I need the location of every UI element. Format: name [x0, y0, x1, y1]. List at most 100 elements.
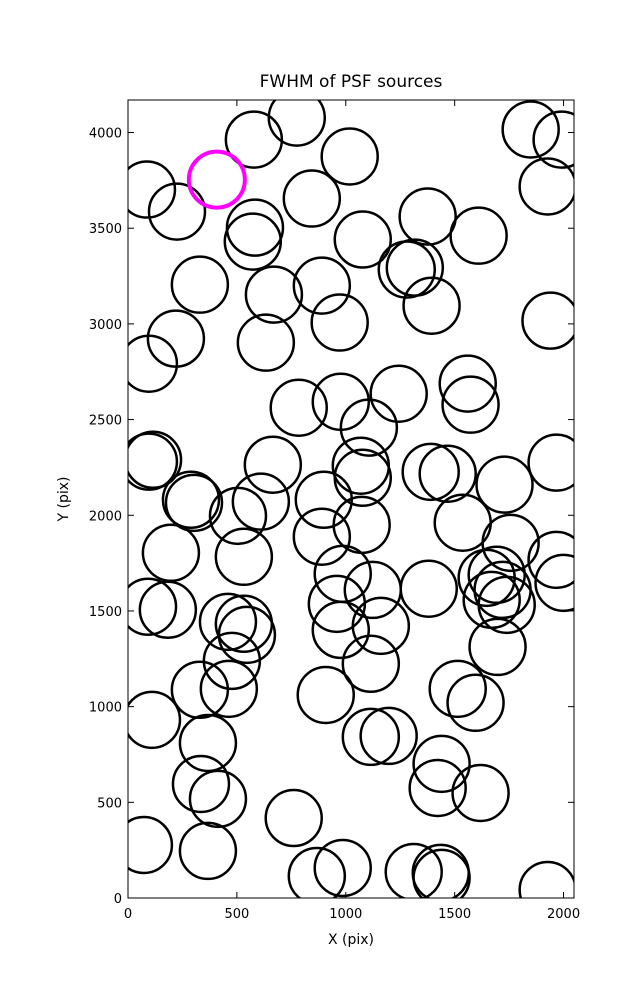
source-circle: [208, 486, 268, 546]
x-tick-label: 1500: [438, 907, 471, 922]
y-tick-label: 1500: [89, 605, 122, 620]
source-circle: [343, 560, 403, 620]
source-circle: [402, 276, 461, 335]
source-circle: [128, 577, 178, 636]
y-tick-label: 0: [114, 892, 122, 907]
source-circle: [128, 690, 182, 750]
source-circle: [412, 734, 471, 794]
x-tick-label: 500: [224, 907, 249, 922]
source-circle: [449, 206, 508, 265]
source-circle: [170, 660, 230, 720]
source-circle: [243, 435, 303, 494]
source-circle: [225, 198, 285, 257]
source-circle: [292, 507, 352, 566]
source-circle: [128, 430, 183, 490]
source-circle: [313, 838, 372, 898]
source-circle: [320, 127, 379, 186]
source-circle: [186, 149, 247, 210]
x-axis-label: X (pix): [328, 932, 374, 948]
source-circle: [398, 187, 457, 246]
source-circle: [214, 527, 274, 587]
source-circle: [441, 375, 500, 434]
x-tick-label: 2000: [547, 907, 580, 922]
source-circle: [138, 580, 198, 640]
source-circle: [501, 100, 560, 159]
source-circle: [399, 559, 458, 619]
y-tick-label: 500: [97, 796, 122, 811]
source-circle: [518, 860, 574, 898]
source-circle: [188, 769, 248, 829]
source-circle: [292, 256, 352, 315]
source-circle: [269, 378, 328, 437]
source-circle: [264, 788, 323, 848]
source-circle: [481, 513, 540, 573]
source-circle: [341, 707, 401, 767]
source-circle: [412, 848, 471, 898]
source-circle: [534, 553, 574, 613]
source-circle: [359, 706, 418, 766]
y-tick-label: 2000: [89, 509, 122, 524]
source-circle: [296, 665, 355, 725]
source-circle: [267, 100, 327, 147]
source-circle: [147, 182, 207, 241]
source-circle: [128, 334, 179, 393]
source-circle: [161, 470, 221, 530]
source-circle: [224, 110, 284, 169]
source-circle: [351, 596, 411, 656]
source-circle: [199, 659, 259, 719]
source-circle: [170, 255, 230, 314]
source-circle: [244, 265, 304, 324]
source-circle: [401, 442, 460, 502]
y-axis-label: Y (pix): [56, 477, 72, 523]
source-circle: [384, 842, 443, 898]
source-circle: [446, 673, 505, 733]
source-circle: [282, 169, 342, 228]
source-circle: [128, 160, 177, 219]
y-tick-label: 3500: [89, 222, 122, 237]
source-circle: [527, 433, 574, 492]
plot-marks: [128, 100, 574, 898]
source-circle: [178, 821, 238, 881]
source-circle: [418, 444, 477, 503]
source-circle: [164, 473, 224, 533]
source-circle: [178, 713, 238, 773]
source-circle: [198, 592, 258, 652]
source-circle: [310, 293, 369, 352]
chart-title: FWHM of PSF sources: [260, 72, 443, 92]
source-circle: [518, 157, 574, 216]
source-circle: [369, 364, 428, 423]
source-circle: [428, 659, 487, 719]
source-circle: [128, 815, 174, 875]
plot-frame: [127, 99, 575, 899]
source-circle: [477, 575, 536, 635]
source-circle: [307, 574, 367, 634]
source-circle: [141, 523, 201, 583]
source-circle: [311, 600, 371, 660]
y-tick-label: 4000: [89, 127, 122, 142]
source-circle: [475, 455, 534, 514]
source-circle: [468, 617, 527, 677]
source-circle: [217, 605, 277, 665]
source-circle: [287, 846, 347, 898]
source-circle: [333, 448, 393, 508]
source-circle: [128, 432, 179, 491]
source-circle: [341, 634, 401, 694]
source-circle: [231, 472, 291, 531]
source-circle: [339, 398, 399, 457]
source-circle: [521, 291, 574, 350]
y-tick-label: 3000: [89, 318, 122, 333]
source-circle: [532, 110, 574, 169]
source-circle: [331, 436, 391, 495]
source-circle: [236, 313, 296, 372]
source-circle: [451, 763, 510, 823]
y-tick-label: 2500: [89, 414, 122, 429]
x-tick-label: 1000: [329, 907, 362, 922]
y-tick-label: 1000: [89, 701, 122, 716]
source-circle: [408, 758, 467, 818]
source-circle: [385, 238, 445, 297]
source-circle: [171, 754, 231, 814]
source-circle: [527, 530, 574, 590]
x-tick-label: 0: [124, 907, 132, 922]
